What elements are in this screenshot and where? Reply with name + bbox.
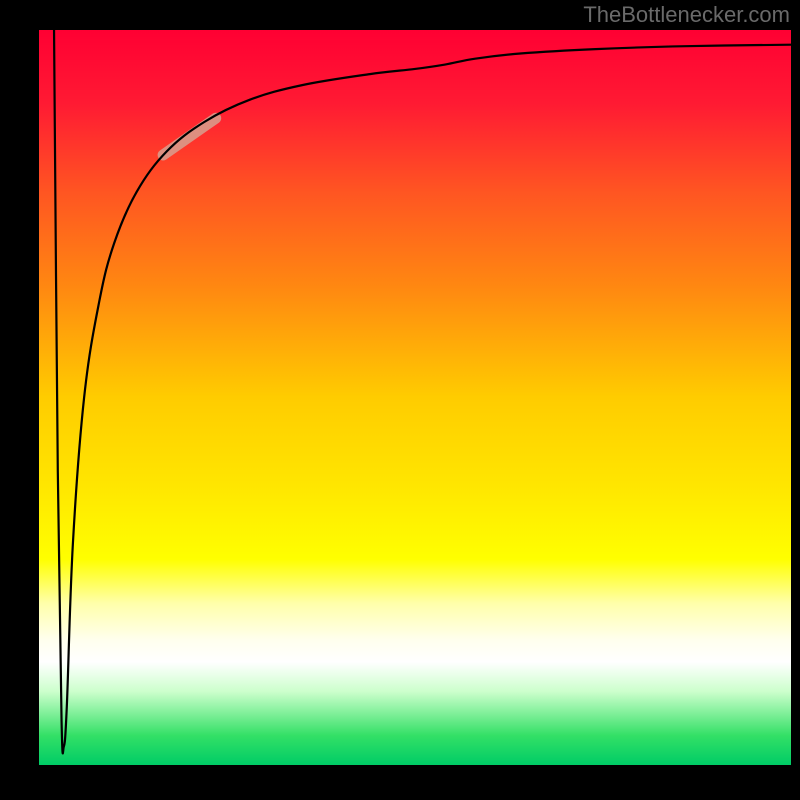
chart-canvas: TheBottlenecker.com [0, 0, 800, 800]
watermark-label: TheBottlenecker.com [583, 2, 790, 28]
bottleneck-curve-chart [0, 0, 800, 800]
plot-background [39, 30, 791, 765]
